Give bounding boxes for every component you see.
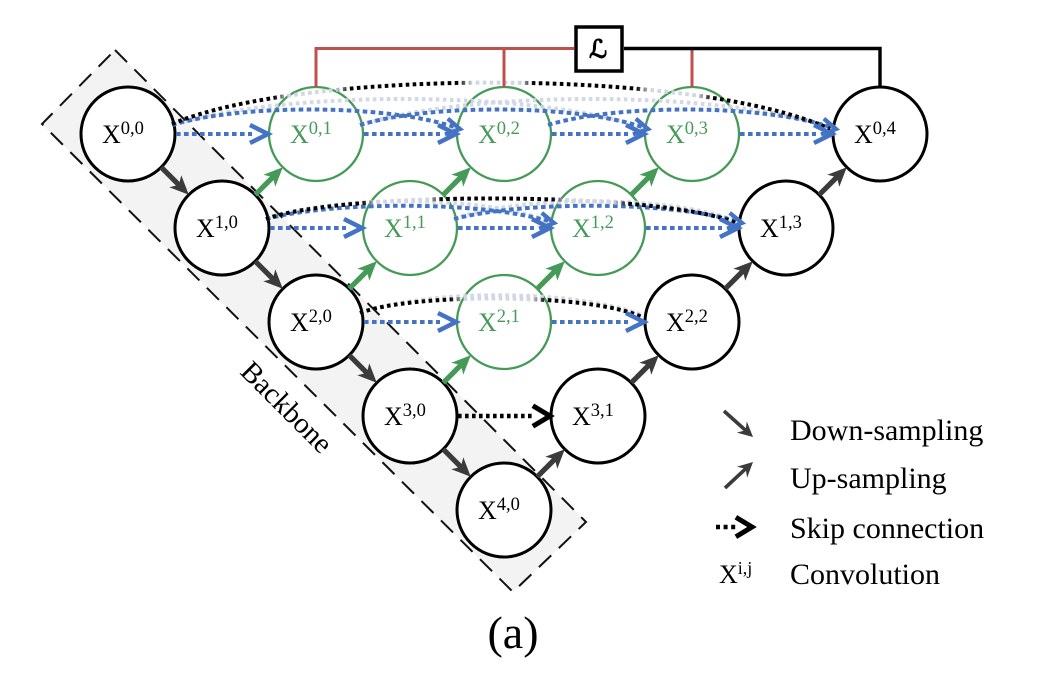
svg-text:X0,4: X0,4 (854, 119, 896, 149)
svg-text:Convolution: Convolution (790, 558, 940, 591)
svg-text:(a): (a) (487, 607, 538, 658)
svg-text:X2,2: X2,2 (666, 307, 708, 337)
svg-text:Up-sampling: Up-sampling (790, 462, 947, 495)
svg-text:Skip connection: Skip connection (790, 512, 984, 545)
svg-text:Down-sampling: Down-sampling (790, 414, 983, 447)
